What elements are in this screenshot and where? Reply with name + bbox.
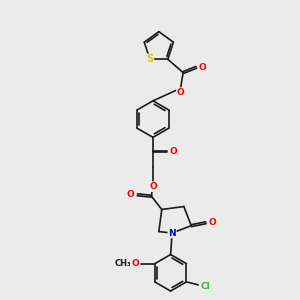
Text: CH₃: CH₃ — [115, 259, 132, 268]
Text: O: O — [198, 63, 206, 72]
Text: O: O — [170, 147, 177, 156]
Text: O: O — [131, 259, 139, 268]
Text: O: O — [127, 190, 135, 199]
Text: N: N — [168, 229, 176, 238]
Text: Cl: Cl — [200, 282, 210, 291]
Text: S: S — [146, 54, 153, 64]
Text: O: O — [149, 182, 157, 191]
Text: O: O — [177, 88, 185, 97]
Text: O: O — [208, 218, 216, 227]
